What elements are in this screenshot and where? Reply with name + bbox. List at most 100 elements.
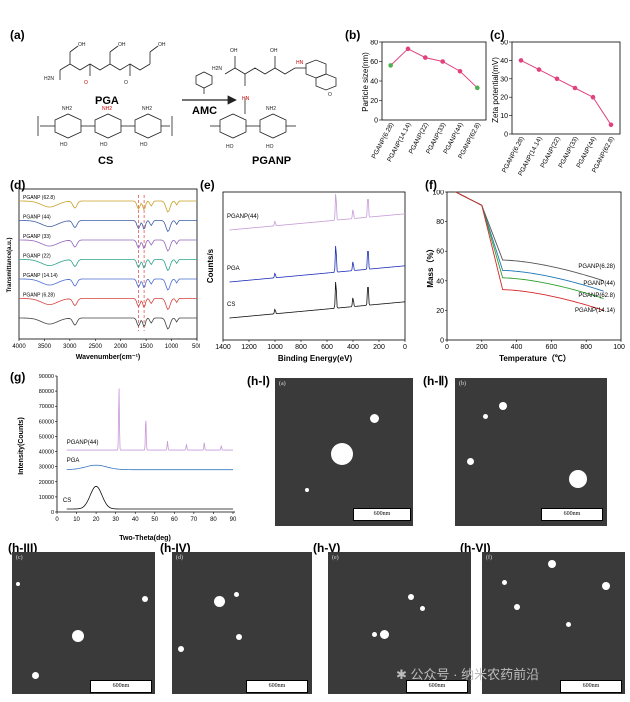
pga-oh-1: OH [78, 42, 86, 48]
y-tick-label: 0 [504, 132, 508, 139]
y-tick-label: 0 [374, 118, 378, 125]
y-tick-label: 10 [500, 113, 508, 120]
x-axis-label: Wavenumber(cm⁻¹) [76, 354, 141, 361]
y-tick-label: 40 [436, 278, 444, 285]
nanoparticle [142, 596, 148, 602]
x-tick-label: 1000 [613, 344, 625, 351]
product-amide-red: HN [296, 60, 304, 66]
product-ho-1: HO [226, 144, 234, 150]
cs-nh2-3: NH2 [142, 106, 152, 112]
pga-h2n: H2N [44, 76, 54, 82]
nanoparticle [467, 458, 474, 465]
y-axis-label: Intensity(Counts) [18, 417, 25, 475]
x-tick-label: 1500 [139, 344, 153, 350]
panel-f-label: (f) [425, 178, 437, 192]
y-axis-label: Particle size(nm) [361, 52, 370, 112]
xps-series-line [229, 245, 406, 283]
pga-oh-3: OH [158, 42, 166, 48]
data-point [572, 85, 578, 91]
xrd-series-line [66, 464, 233, 471]
tga-series-line [455, 191, 604, 311]
tem-image-3: (c) 600nm [12, 552, 155, 694]
scale-bar: 600nm [406, 680, 468, 693]
y-tick-label: 20 [370, 98, 378, 105]
cs-label: CS [98, 155, 113, 167]
x-tick-label: 10 [73, 517, 80, 523]
panel-b-label: (b) [345, 28, 361, 42]
y-tick-label: 20 [500, 95, 508, 102]
xps-chart: Counts/s Binding Energy(eV) 1400 1200 1000… [206, 191, 407, 363]
y-tick-label: 20000 [39, 480, 54, 486]
ftir-series-line [18, 259, 197, 272]
cs-ho-3: HO [140, 142, 148, 148]
xrd-chart: Intensity(Counts) Two-Theta(deg) 0 10 20 30… [18, 374, 237, 542]
panel-e-label: (e) [200, 178, 215, 192]
x-tick-label: 70 [191, 517, 198, 523]
series-label: PGANP (33) [23, 234, 51, 240]
tem-image-2: (b) 600nm [455, 378, 607, 526]
zeta-potential-chart: Zeta potential(mV) 01020304050PGANP(6.28… [491, 40, 621, 177]
tem-sub-label: (e) [332, 555, 339, 561]
tem-sub-label: (b) [459, 381, 466, 387]
plot-frame [511, 41, 621, 135]
tem-sub-label: (d) [176, 555, 183, 561]
data-point [608, 122, 614, 128]
cs-nh2-red: NH2 [102, 106, 112, 112]
pga-label: PGA [95, 95, 119, 107]
ftir-series-line [18, 278, 197, 291]
x-tick-label: 0 [403, 344, 407, 351]
x-tick-label: 20 [93, 517, 100, 523]
x-tick-label: 600 [321, 344, 333, 351]
scale-bar: 600nm [560, 680, 622, 693]
nanoparticle [305, 488, 309, 492]
x-tick-label: 200 [373, 344, 385, 351]
tem-sub-label: (f) [486, 555, 492, 561]
nanoparticle [234, 592, 239, 597]
x-tick-label: 3000 [63, 344, 77, 350]
scale-bar: 600nm [90, 680, 152, 693]
nanoparticle [236, 634, 242, 640]
y-tick-label: 100 [432, 190, 444, 197]
y-tick-label: 70000 [39, 404, 54, 410]
x-tick-label: 2000 [114, 344, 128, 350]
x-tick-label: 40 [132, 517, 139, 523]
amc-label: AMC [192, 105, 217, 117]
y-tick-label: 50000 [39, 434, 54, 440]
ftir-chart: Transmittance(a.u.) Wavenumber(cm⁻¹) 400… [7, 188, 200, 361]
y-tick-label: 80 [370, 40, 378, 47]
panel-h6-label: (h-VI) [460, 541, 491, 555]
plot-frame [18, 188, 198, 340]
x-tick-label: 80 [210, 517, 217, 523]
product-ho-2: HO [266, 144, 274, 150]
data-point [536, 67, 542, 72]
product-nh-red: HN [242, 96, 250, 102]
plot-frame [446, 191, 622, 341]
nanoparticle [178, 646, 184, 652]
tem-image-6: (f) 600nm [482, 552, 625, 694]
y-tick-label: 30000 [39, 465, 54, 471]
x-tick-label: 4000 [12, 344, 26, 350]
x-tick-label: 2500 [89, 344, 103, 350]
x-tick-label: 400 [511, 344, 523, 351]
xrd-series-line [66, 485, 233, 510]
x-tick-label: 1000 [165, 344, 179, 350]
series-label: CS [227, 302, 235, 308]
tem-image-5: (e) 600nm [328, 552, 471, 694]
tem-sub-label: (a) [279, 381, 286, 387]
size-series-line [390, 48, 478, 89]
ftir-series-line [18, 200, 197, 213]
y-tick-label: 40 [370, 79, 378, 86]
panel-c-label: (c) [490, 28, 505, 42]
nanoparticle [372, 632, 377, 637]
tem-image-4: (d) 600nm [172, 552, 312, 694]
x-tick-label: 30 [112, 517, 119, 523]
panel-a-label: (a) [10, 28, 25, 42]
xrd-series-line [66, 388, 233, 451]
xps-series-line [229, 193, 406, 231]
x-tick-label: 1000 [267, 344, 283, 351]
series-label: PGANP(62.8) [578, 293, 615, 299]
y-axis-label: Mass（%） [425, 244, 435, 287]
data-point [405, 46, 411, 52]
y-tick-label: 90000 [39, 374, 54, 380]
panel-h2-label: (h-Ⅱ) [423, 374, 449, 388]
